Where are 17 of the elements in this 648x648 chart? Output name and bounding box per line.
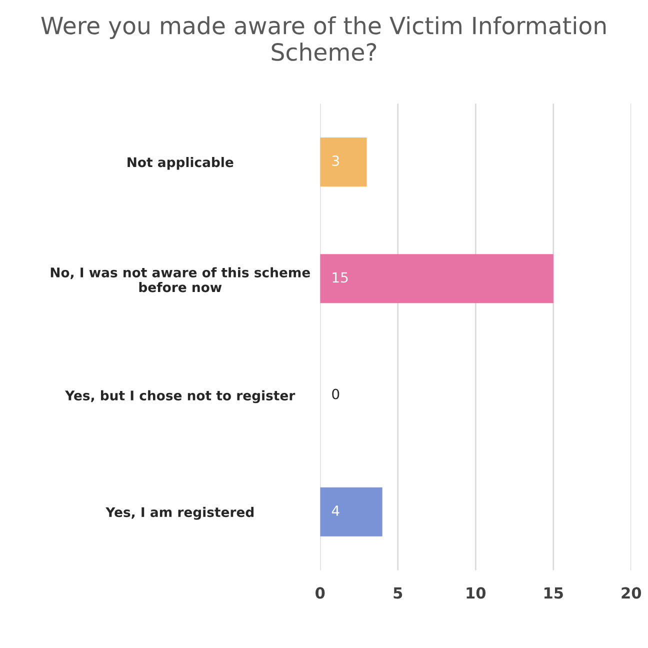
bar — [320, 138, 367, 186]
x-tick-label: 10 — [466, 587, 486, 599]
data-label: 3 — [332, 156, 339, 166]
x-tick-label: 5 — [394, 587, 402, 599]
x-tick-label: 0 — [316, 587, 325, 599]
bar — [320, 487, 382, 536]
data-label: 0 — [332, 388, 340, 400]
bar — [320, 254, 554, 304]
y-tick-label: No, I was not aware of this scheme before now — [50, 267, 310, 292]
x-tick-label: 15 — [544, 587, 563, 599]
chart-title: Were you made aware of the Victim Information Scheme? — [41, 16, 606, 61]
data-label: 15 — [332, 272, 348, 283]
y-tick-label: Not applicable — [128, 156, 234, 170]
data-label: 4 — [332, 506, 340, 516]
y-tick-label: Yes, I am registered — [106, 506, 254, 520]
x-tick-label: 20 — [622, 587, 642, 599]
y-tick-label: Yes, but I chose not to register — [65, 390, 296, 404]
